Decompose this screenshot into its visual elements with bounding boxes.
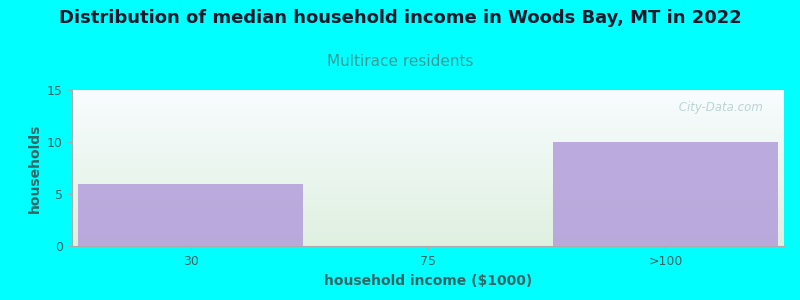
Text: Distribution of median household income in Woods Bay, MT in 2022: Distribution of median household income … <box>58 9 742 27</box>
Bar <box>553 142 778 246</box>
Y-axis label: households: households <box>27 123 42 213</box>
Text: Multirace residents: Multirace residents <box>326 54 474 69</box>
Bar <box>78 184 303 246</box>
Text: household income ($1000): household income ($1000) <box>324 274 532 288</box>
Text: City-Data.com: City-Data.com <box>674 101 762 114</box>
